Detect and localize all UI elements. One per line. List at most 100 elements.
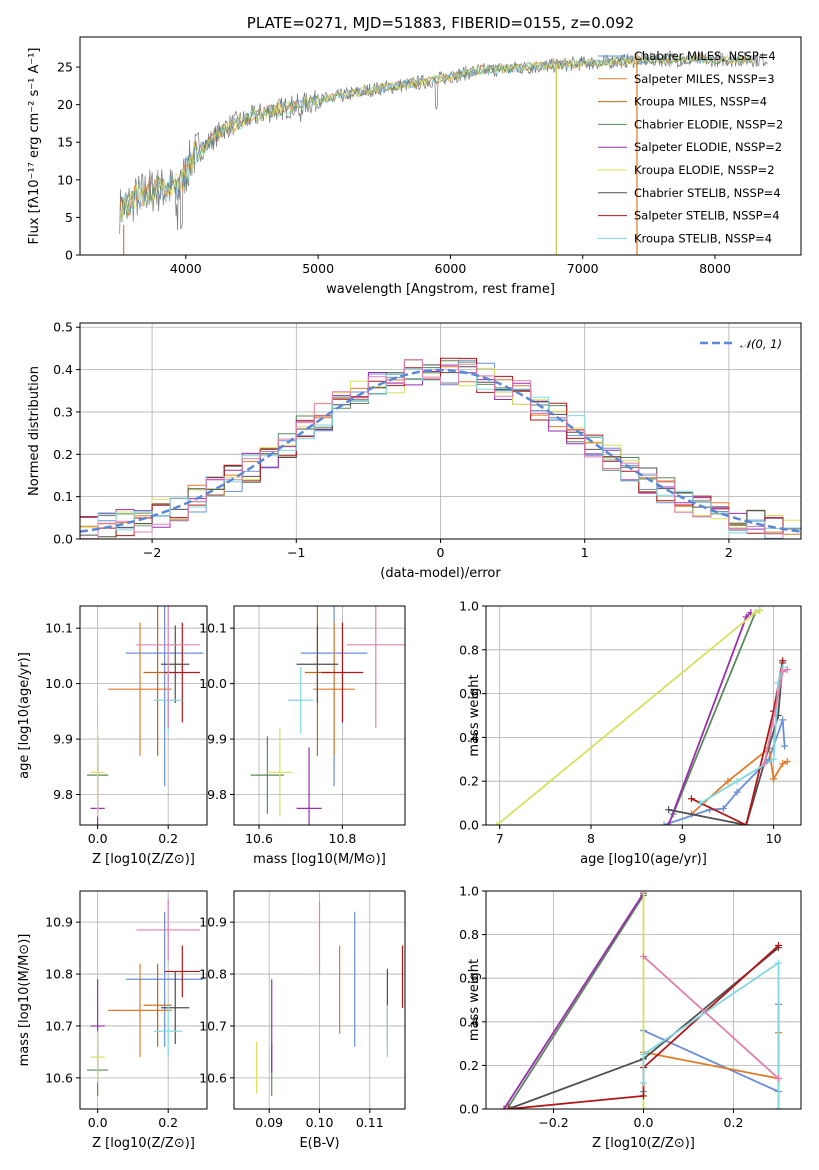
axes-frame (233, 890, 406, 1110)
x-tick-label: 7000 (567, 261, 599, 276)
mass-weight-line (642, 961, 780, 1109)
grid-lines (80, 891, 207, 1109)
x-tick-label: 10.6 (245, 831, 273, 846)
x-tick-label: 0 (437, 545, 445, 560)
x-axis-label: Z [log10(Z/Z⊙)] (92, 1136, 195, 1151)
grid-lines (234, 606, 405, 825)
y-tick-label: 0.3 (53, 404, 73, 419)
ticks: −2 −1 0 1 2 0.0 0.1 0.2 0.3 0.4 0.5 (53, 320, 733, 560)
data-point-marker (783, 757, 791, 765)
mass-weight-line (668, 662, 784, 825)
axes-frame (79, 322, 802, 540)
y-tick-label: 15 (57, 135, 73, 150)
axes-frame (485, 890, 802, 1110)
y-tick-label: 10.0 (45, 676, 73, 691)
y-tick-label: 1.0 (459, 599, 479, 614)
x-tick-label: 0.2 (158, 831, 178, 846)
legend: Chabrier MILES, NSSP=4 Salpeter MILES, NS… (598, 49, 783, 245)
ticks: 10.6 10.8 9.8 9.9 10.0 10.1 (199, 621, 356, 846)
legend-entry: Salpeter ELODIE, NSSP=2 (634, 140, 782, 154)
y-tick-label: 9.9 (53, 732, 73, 747)
data-point-marker (775, 1105, 782, 1109)
chart-title: PLATE=0271, MJD=51883, FIBERID=0155, z=0… (247, 14, 634, 32)
legend-entry: Chabrier ELODIE, NSSP=2 (634, 117, 783, 131)
legend-entry: Kroupa ELODIE, NSSP=2 (634, 163, 775, 177)
y-tick-label: 10.7 (199, 1018, 227, 1033)
data-point-marker (781, 742, 789, 750)
y-axis-label: mass [log10(M/M⊙)] (17, 934, 32, 1067)
x-tick-label: 10 (766, 831, 782, 846)
x-tick-label: 10.8 (329, 831, 357, 846)
x-axis-label: (data-model)/error (380, 566, 501, 581)
data-point-marker (640, 1105, 647, 1109)
y-tick-label: 10 (57, 172, 73, 187)
data-point-marker (770, 775, 778, 783)
x-axis-label: Z [log10(Z/Z⊙)] (592, 1136, 695, 1151)
y-tick-label: 1.0 (459, 884, 479, 899)
data-point-marker (660, 821, 668, 825)
plot-area (250, 606, 405, 825)
panel-0: 4000 5000 6000 7000 8000 0 5 10 15 20 25 wavelength… (27, 14, 802, 297)
x-tick-label: −0.2 (538, 1115, 568, 1130)
data-point-marker (783, 666, 791, 674)
y-tick-label: 0.6 (459, 971, 479, 986)
data-point-marker (775, 959, 782, 967)
x-tick-label: 2 (725, 545, 733, 560)
y-tick-label: 0.0 (53, 532, 73, 547)
legend-entry: 𝒩(0, 1) (740, 337, 782, 351)
data-point-marker (742, 821, 750, 825)
y-tick-label: 9.8 (207, 787, 227, 802)
y-tick-label: 25 (57, 60, 73, 75)
data-point-marker (724, 777, 732, 785)
y-axis-label: age [log10(age/yr)] (17, 652, 32, 779)
histogram-step (80, 359, 801, 539)
data-point-marker (640, 952, 647, 960)
data-point-marker (640, 891, 647, 895)
data-point-marker (697, 799, 705, 807)
data-point-marker (770, 755, 778, 763)
data-point-marker (665, 806, 673, 814)
x-axis-label: Z [log10(Z/Z⊙)] (92, 852, 195, 867)
axes-frame (79, 36, 802, 256)
legend-entry: Kroupa MILES, NSSP=4 (634, 95, 767, 109)
y-tick-label: 9.9 (207, 732, 227, 747)
data-point-marker (500, 1105, 508, 1109)
data-point-marker (779, 657, 787, 665)
y-tick-label: 10.1 (45, 621, 73, 636)
y-tick-label: 0.4 (459, 730, 479, 745)
x-tick-label: 0.10 (306, 1115, 334, 1130)
y-tick-label: 0.4 (53, 362, 73, 377)
plot-area (493, 606, 791, 825)
y-tick-label: 0.2 (459, 1058, 479, 1073)
x-tick-label: 0.09 (255, 1115, 283, 1130)
data-point-marker (733, 788, 741, 796)
model-spectrum (119, 53, 754, 223)
x-tick-label: 8 (587, 831, 595, 846)
legend-entry: Chabrier MILES, NSSP=4 (634, 49, 776, 63)
mass-weight-line (503, 892, 645, 1109)
data-point-marker (733, 777, 741, 785)
legend-entry: Kroupa STELIB, NSSP=4 (634, 231, 772, 245)
data-point-marker (640, 1079, 647, 1087)
x-tick-label: 0.2 (158, 1115, 178, 1130)
legend-entry: Chabrier STELIB, NSSP=4 (634, 186, 781, 200)
y-tick-label: 10.9 (45, 915, 73, 930)
panel-5: 0.0 0.2 10.6 10.7 10.8 10.9 Z [log10(Z/Z⊙)] mas… (17, 890, 208, 1151)
ticks: 0.09 0.10 0.11 10.6 10.7 10.8 10.9 (199, 915, 384, 1130)
y-axis-label: mass weight (467, 959, 482, 1041)
y-tick-label: 10.8 (45, 967, 73, 982)
y-tick-label: 0.4 (459, 1014, 479, 1029)
mass-weight-line (642, 955, 780, 1080)
panel-3: 10.6 10.8 9.8 9.9 10.0 10.1 mass [log10(M/M⊙)] (199, 605, 406, 867)
plot-area (80, 357, 801, 539)
mass-weight-line (496, 609, 761, 825)
panel-1: −2 −1 0 1 2 0.0 0.1 0.2 0.3 0.4 0.5 (data-model)/er… (27, 320, 802, 581)
y-tick-label: 10.8 (199, 967, 227, 982)
y-tick-label: 10.1 (199, 621, 227, 636)
y-tick-label: 0 (65, 248, 73, 263)
grid-lines (80, 606, 207, 825)
ticks: 4000 5000 6000 7000 8000 0 5 10 15 20 25 (57, 60, 731, 276)
data-point-marker (775, 942, 782, 949)
x-axis-label: wavelength [Angstrom, rest frame] (326, 282, 555, 297)
